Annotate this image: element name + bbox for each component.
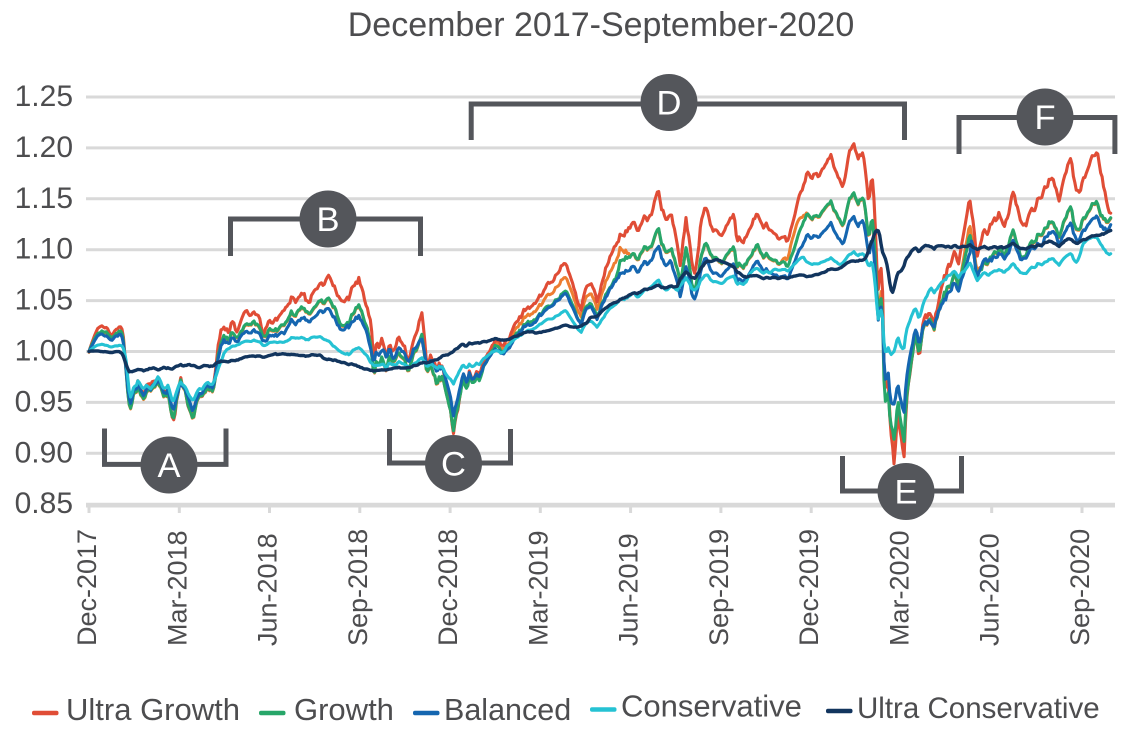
svg-text:Jun-2020: Jun-2020 <box>975 533 1005 646</box>
svg-text:1.20: 1.20 <box>15 131 73 164</box>
svg-text:Mar-2018: Mar-2018 <box>162 530 192 646</box>
svg-text:Mar-2019: Mar-2019 <box>523 530 553 646</box>
svg-text:F: F <box>1034 99 1055 137</box>
svg-text:December 2017-September-2020: December 2017-September-2020 <box>348 6 855 44</box>
svg-text:1.10: 1.10 <box>15 233 73 266</box>
svg-text:Conservative: Conservative <box>621 689 802 724</box>
svg-text:1.25: 1.25 <box>15 80 73 113</box>
svg-text:Sep-2020: Sep-2020 <box>1065 529 1095 646</box>
svg-text:E: E <box>894 474 917 512</box>
svg-text:B: B <box>316 201 339 239</box>
svg-text:D: D <box>657 85 682 123</box>
svg-text:Growth: Growth <box>294 692 394 727</box>
svg-text:Mar-2020: Mar-2020 <box>884 530 914 646</box>
svg-text:Ultra Conservative: Ultra Conservative <box>857 692 1100 725</box>
svg-text:C: C <box>441 446 466 484</box>
svg-text:1.15: 1.15 <box>15 182 73 215</box>
svg-text:0.90: 0.90 <box>15 436 73 469</box>
svg-text:Sep-2019: Sep-2019 <box>704 529 734 646</box>
svg-text:Balanced: Balanced <box>444 693 571 727</box>
svg-text:1.00: 1.00 <box>15 335 73 368</box>
svg-text:Dec-2019: Dec-2019 <box>794 529 824 646</box>
svg-text:0.95: 0.95 <box>15 385 73 418</box>
svg-text:0.85: 0.85 <box>15 487 73 520</box>
svg-text:A: A <box>157 447 180 485</box>
svg-text:Dec-2017: Dec-2017 <box>72 529 102 646</box>
svg-text:Jun-2018: Jun-2018 <box>253 533 283 646</box>
svg-text:1.05: 1.05 <box>15 284 73 317</box>
svg-text:Jun-2019: Jun-2019 <box>614 533 644 646</box>
svg-text:Dec-2018: Dec-2018 <box>433 529 463 646</box>
svg-text:Sep-2018: Sep-2018 <box>343 529 373 646</box>
svg-text:Ultra Growth: Ultra Growth <box>66 692 240 727</box>
